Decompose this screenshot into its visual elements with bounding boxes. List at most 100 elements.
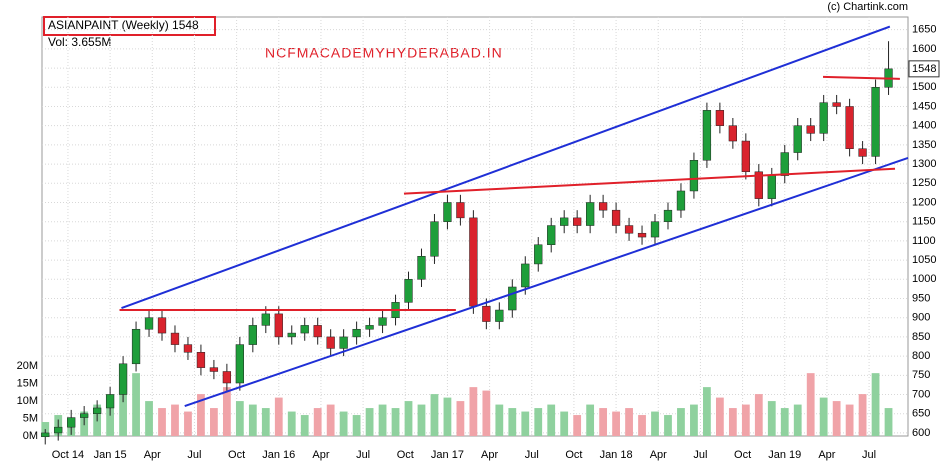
- candle-body: [430, 221, 439, 257]
- volume-bar: [171, 404, 179, 436]
- volume-bar: [456, 401, 465, 436]
- x-tick-label: Jan 18: [600, 449, 633, 461]
- chart-title: ASIANPAINT (Weekly) 1548: [48, 18, 199, 32]
- candle-body: [456, 202, 465, 219]
- volume-bar: [352, 415, 361, 436]
- candle-body: [611, 209, 621, 226]
- volume-bar: [599, 408, 608, 436]
- x-tick-label: Jul: [356, 449, 370, 461]
- candle-body: [819, 102, 828, 134]
- candle-body: [404, 279, 413, 303]
- volume-bar: [638, 415, 646, 436]
- y-tick-label: 1650: [912, 24, 936, 36]
- volume-bar: [767, 401, 776, 436]
- y-tick-label: 900: [912, 312, 930, 324]
- x-tick-label: Apr: [650, 449, 667, 461]
- candle-body: [118, 363, 128, 395]
- y-tick-label: 1400: [912, 120, 936, 132]
- candle-body: [261, 313, 270, 326]
- candle-body: [702, 110, 712, 161]
- volume-bar: [391, 408, 400, 436]
- volume-bar: [430, 394, 439, 436]
- volume-bar: [858, 394, 867, 436]
- volume-bar: [871, 373, 880, 436]
- volume-bar: [690, 404, 698, 436]
- candle-body: [131, 328, 141, 365]
- volume-bar: [832, 401, 841, 436]
- trend-line: [184, 157, 909, 407]
- candle-body: [352, 328, 361, 338]
- volume-bar: [625, 408, 633, 436]
- volume-bar: [132, 373, 140, 436]
- candle-body: [378, 317, 387, 326]
- candle-body: [637, 232, 647, 238]
- candle-body: [443, 202, 452, 222]
- volume-bar: [326, 404, 335, 436]
- candle-body: [41, 432, 50, 438]
- volume-bar: [651, 411, 659, 436]
- volume-bar: [158, 408, 166, 436]
- candle-body: [547, 225, 556, 245]
- volume-bar: [197, 394, 205, 436]
- candle-body: [573, 217, 582, 226]
- volume-tick-label: 20M: [17, 360, 38, 372]
- x-tick-label: Oct 14: [52, 449, 84, 461]
- x-tick-label: Jul: [862, 449, 876, 461]
- volume-bar: [378, 404, 387, 436]
- x-tick-label: Jan 19: [768, 449, 801, 461]
- volume-tick-label: 0M: [23, 430, 38, 442]
- volume-bar: [469, 387, 478, 436]
- y-tick-label: 650: [912, 408, 930, 420]
- candle-body: [417, 256, 426, 280]
- volume-bar: [261, 408, 270, 436]
- x-tick-label: Oct: [397, 449, 414, 461]
- volume-bar: [664, 415, 672, 436]
- x-tick-label: Jan 15: [94, 449, 127, 461]
- volume-bar: [508, 408, 517, 436]
- candle-body: [54, 426, 63, 434]
- volume-bar: [780, 408, 789, 436]
- candle-body: [806, 125, 815, 134]
- y-tick-label: 1000: [912, 273, 936, 285]
- candle-body: [157, 317, 167, 334]
- candle-body: [676, 190, 686, 211]
- candle-body: [560, 217, 569, 226]
- volume-bar: [417, 404, 426, 436]
- candle-body: [715, 110, 725, 126]
- volume-bar: [482, 390, 491, 436]
- volume-bar: [300, 415, 309, 436]
- y-tick-label: 1250: [912, 177, 936, 189]
- candle-body: [482, 305, 491, 322]
- trend-line: [822, 75, 900, 80]
- candle-body: [144, 317, 154, 330]
- candle-body: [170, 332, 180, 345]
- candle-body: [274, 313, 283, 338]
- volume-bar: [248, 404, 257, 436]
- y-tick-label: 1150: [912, 216, 936, 228]
- volume-info: Vol: 3.655M: [48, 35, 111, 49]
- volume-bar: [612, 411, 620, 436]
- volume-bar: [495, 404, 504, 436]
- candle-body: [663, 209, 673, 222]
- title-box: [43, 16, 216, 36]
- y-tick-label: 600: [912, 427, 930, 439]
- candle-body: [650, 221, 660, 238]
- volume-bar: [728, 408, 737, 436]
- volume-bar: [806, 373, 815, 436]
- volume-bar: [365, 408, 374, 436]
- volume-tick-label: 10M: [17, 395, 38, 407]
- volume-bar: [184, 411, 192, 436]
- candle-body: [495, 309, 504, 322]
- volume-bar: [819, 397, 828, 436]
- candle-body: [767, 175, 776, 199]
- candle-body: [196, 352, 206, 368]
- y-tick-label: 800: [912, 350, 930, 362]
- candle-body: [508, 286, 517, 311]
- credit: (c) Chartink.com: [827, 1, 908, 13]
- x-tick-label: Jan 17: [431, 449, 464, 461]
- candle-body: [235, 344, 244, 384]
- volume-bar: [677, 408, 685, 436]
- y-tick-label: 1300: [912, 158, 936, 170]
- volume-bar: [754, 394, 763, 436]
